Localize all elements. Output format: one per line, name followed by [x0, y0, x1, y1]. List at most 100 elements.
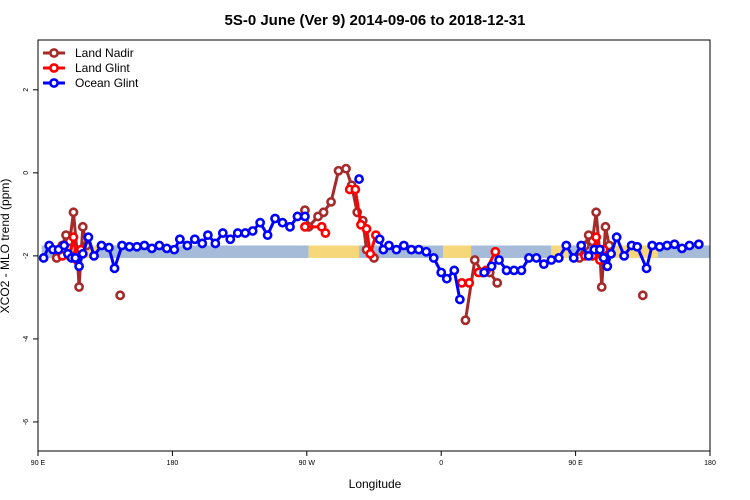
ocean-glint-point [568, 253, 579, 263]
x-tick-label: 90 E [568, 460, 583, 467]
ocean-glint-point [406, 244, 417, 255]
ocean-glint-point [576, 240, 587, 251]
ocean-glint-point [486, 261, 497, 272]
legend-marker [49, 48, 59, 58]
ocean-glint-point [449, 265, 460, 276]
ocean-glint-point [454, 294, 465, 305]
y-tick-label: 2 [23, 88, 30, 92]
ocean-glint-point [285, 221, 295, 232]
ocean-glint-point [74, 261, 84, 272]
ocean-glint-point [210, 238, 221, 249]
land-nadir-point [492, 277, 503, 288]
ocean-glint-point [594, 244, 605, 255]
land-nadir-point [460, 315, 471, 326]
ocean-glint-point [174, 234, 185, 245]
ocean-glint-point [684, 240, 695, 251]
ocean-glint-point [662, 240, 672, 251]
land-nadir-point [469, 255, 480, 265]
ocean-glint-point [262, 230, 273, 241]
land-nadir-point [591, 207, 602, 218]
ocean-glint-point [479, 267, 490, 278]
ocean-glint-point [38, 253, 49, 263]
ocean-glint-point [225, 234, 236, 245]
ocean-glint-point [161, 243, 172, 254]
ocean-glint-point [197, 238, 208, 249]
ocean-glint-point [494, 255, 504, 265]
ocean-glint-point [109, 263, 120, 274]
land-nadir-point [77, 221, 88, 232]
legend-label: Land Nadir [75, 46, 134, 60]
land-nadir-point [326, 197, 336, 207]
ocean-glint-point [104, 242, 114, 253]
ocean-glint-point [553, 253, 564, 263]
ocean-glint-point [654, 241, 665, 252]
land-glint-point [350, 184, 361, 195]
ocean-glint-point [77, 248, 88, 259]
ocean-glint-point [428, 253, 439, 263]
land-glint-point [456, 277, 467, 288]
ocean-glint-point [669, 239, 680, 250]
ocean-glint-point [202, 230, 213, 241]
land-nadir-point [341, 163, 351, 174]
ocean-glint-point [516, 265, 527, 276]
land-nadir-point [115, 290, 126, 301]
ocean-glint-point [561, 240, 572, 251]
land-nadir-point [333, 165, 344, 176]
ocean-glint-point [693, 239, 704, 250]
plot-frame [37, 39, 711, 452]
ocean-glint-point [413, 244, 424, 255]
ocean-glint-point [70, 253, 81, 263]
ocean-glint-point [255, 217, 266, 228]
ocean-glint-point [538, 259, 549, 270]
ocean-glint-point [677, 243, 687, 254]
y-tick-label: -4 [23, 336, 30, 342]
ocean-glint-point [606, 248, 616, 259]
ocean-glint-point [240, 228, 251, 238]
ocean-glint-point [384, 240, 394, 251]
chart-title: 5S-0 June (Ver 9) 2014-09-06 to 2018-12-… [224, 12, 525, 29]
ocean-glint-point [59, 240, 70, 251]
land-glint-point [365, 248, 376, 259]
ocean-glint-point [524, 253, 534, 263]
ocean-glint-point [83, 232, 94, 243]
ocean-glint-point [374, 234, 385, 245]
x-tick-label: 180 [704, 460, 716, 467]
y-tick-label: -2 [23, 253, 30, 259]
ocean-glint-point [602, 261, 613, 272]
x-axis: 90 E 180 90 W 0 90 E 180 [31, 451, 716, 467]
ocean-glint-point [501, 265, 512, 276]
ocean-glint-point [154, 240, 165, 251]
land-nadir-point [74, 282, 84, 292]
x-tick-label: 90 W [299, 460, 316, 467]
ocean-glint-point [232, 228, 243, 238]
ocean-glint-point [598, 253, 609, 263]
y-tick-label: -6 [23, 419, 30, 425]
land-nadir-point [637, 290, 648, 301]
x-tick-label: 90 E [31, 460, 46, 467]
ocean-glint-point [132, 241, 142, 252]
series-ocean-glint [38, 174, 704, 305]
ocean-glint-point [169, 244, 180, 255]
x-axis-label: Longitude [349, 477, 402, 491]
land-glint-point [591, 232, 602, 243]
ocean-glint-point [139, 240, 150, 251]
ocean-glint-point [509, 265, 519, 276]
ocean-glint-point [292, 211, 303, 222]
land-glint-point [361, 223, 372, 234]
y-axis-label: XCO2 - MLO trend (ppm) [0, 179, 12, 314]
ocean-glint-point [217, 228, 228, 238]
ocean-glint-point [124, 241, 135, 252]
ocean-glint-point [277, 217, 288, 228]
band-segment [443, 245, 472, 258]
ocean-glint-point [96, 240, 107, 251]
ocean-glint-point [391, 244, 402, 255]
ocean-glint-point [611, 232, 622, 243]
land-glint-point [300, 221, 310, 232]
land-glint-point [320, 228, 331, 238]
land-nadir-point [596, 282, 607, 292]
ocean-glint-point [632, 241, 643, 252]
ocean-glint-point [182, 240, 193, 251]
legend-marker [49, 78, 59, 88]
ocean-glint-point [647, 240, 658, 251]
